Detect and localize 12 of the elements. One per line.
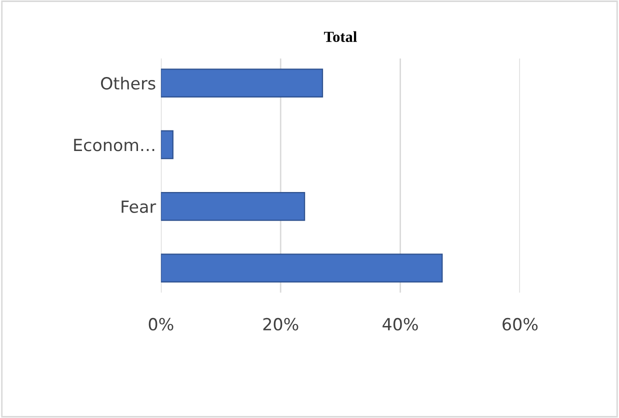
x-tick-label: 60% xyxy=(502,318,538,330)
y-tick-label: Fear xyxy=(122,200,156,213)
x-tick-label: 20% xyxy=(263,318,298,330)
chart-title: Total xyxy=(324,31,357,42)
bar xyxy=(160,68,324,98)
y-tick-label: Econom… xyxy=(74,138,154,152)
bar xyxy=(160,192,306,221)
x-tick-label: 40% xyxy=(382,318,418,330)
bar xyxy=(160,130,174,160)
y-tick-label: Others xyxy=(101,76,156,90)
bar xyxy=(160,254,443,283)
x-tick-label: 0% xyxy=(148,318,174,330)
